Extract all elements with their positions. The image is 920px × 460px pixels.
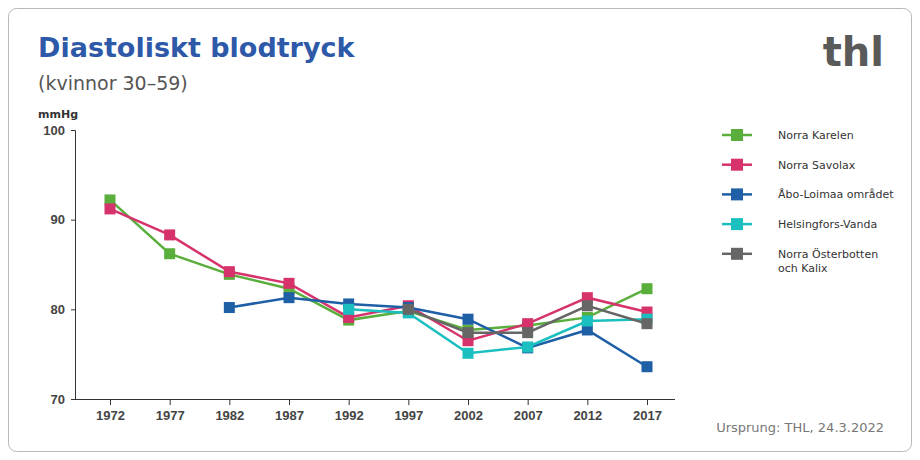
x-tick-label: 1987 [275,408,304,423]
x-tick-label: 2002 [454,408,483,423]
y-tick-label: 90 [51,212,65,227]
series-line [110,209,647,341]
marker [224,266,235,277]
legend-item: Helsingfors-Vanda [722,218,877,231]
y-tick-mark [71,130,75,131]
x-tick: 2012 [573,399,602,423]
x-tick: 1982 [215,399,244,423]
subtitle: (kvinnor 30–59) [38,72,188,94]
x-tick-mark [647,399,648,405]
y-tick-mark [71,309,75,310]
legend-label: Norra Savolax [778,159,856,172]
y-axis-line [71,131,76,400]
marker [105,203,116,214]
marker [463,327,474,338]
y-tick: 70 [51,392,75,407]
x-tick: 1977 [156,399,185,423]
x-tick-mark [528,399,529,405]
marker [642,361,653,372]
x-axis-line [75,399,675,400]
y-axis-title: mmHg [38,108,78,121]
title: Diastoliskt blodtryck [38,32,356,63]
x-tick: 1997 [394,399,423,423]
x-tick-mark [349,399,350,405]
x-tick: 1972 [96,399,125,423]
x-tick-label: 1972 [96,408,125,423]
legend-label: Helsingfors-Vanda [778,218,877,231]
marker [343,304,354,315]
legend-item: Norra Karelen [722,129,854,142]
series [343,304,652,359]
x-tick-mark [229,399,230,405]
marker [284,278,295,289]
source: Ursprung: THL, 24.3.2022 [716,420,884,435]
x-tick: 1992 [335,399,364,423]
plot-area [105,194,653,372]
marker [164,248,175,259]
logo: thl [823,29,884,75]
series [403,300,653,338]
marker [164,229,175,240]
marker [224,302,235,313]
y-axis: 70 80 90 100 [43,123,75,407]
y-tick-label: 70 [51,392,65,407]
legend: Norra Karelen Norra Savolax Åbo-Loimaa omr… [722,129,894,275]
x-axis: 1972 1977 1982 1987 1992 1997 2002 2007 2012 2017 [75,399,675,423]
x-tick-label: 1977 [156,408,185,423]
series-line [349,309,647,353]
marker [463,348,474,359]
y-tick-mark [71,399,75,400]
x-tick-label: 2017 [633,408,662,423]
series [105,203,653,346]
legend-item: Norra Österbottenoch Kalix [722,248,878,275]
x-tick: 2007 [514,399,543,423]
x-tick: 2017 [633,399,662,423]
marker [522,342,533,353]
legend-item: Åbo-Loimaa området [722,188,894,201]
marker [284,292,295,303]
x-tick-label: 2007 [514,408,543,423]
chart: Diastoliskt blodtryck (kvinnor 30–59) thl U… [0,0,920,460]
series [224,292,653,372]
x-tick-mark [408,399,409,405]
legend-label: Norra Österbottenoch Kalix [778,248,878,275]
frame [9,9,912,452]
x-tick-mark [587,399,588,405]
series [105,194,653,335]
y-tick-label: 100 [43,123,65,138]
legend-marker [731,218,743,230]
marker [403,304,414,315]
x-tick-mark [170,399,171,405]
marker [522,327,533,338]
marker [582,315,593,326]
series-line [229,298,647,367]
legend-marker [731,188,743,200]
legend-label: Åbo-Loimaa området [778,188,894,201]
marker [463,314,474,325]
marker [642,283,653,294]
x-tick-mark [289,399,290,405]
x-tick: 2002 [454,399,483,423]
legend-item: Norra Savolax [722,159,856,172]
x-tick-label: 1982 [215,408,244,423]
marker [522,341,533,352]
legend-marker [731,129,743,141]
y-tick: 80 [51,302,75,317]
legend-marker [731,248,743,260]
x-tick-mark [110,399,111,405]
legend-marker [731,159,743,171]
x-tick-label: 1992 [335,408,364,423]
y-tick: 90 [51,212,75,227]
marker [642,318,653,329]
x-tick-label: 2012 [573,408,602,423]
marker [582,300,593,311]
x-tick-label: 1997 [394,408,423,423]
y-tick-label: 80 [51,302,65,317]
x-tick: 1987 [275,399,304,423]
y-tick: 100 [43,123,75,138]
legend-label: Norra Karelen [778,129,854,142]
x-tick-mark [468,399,469,405]
y-tick-mark [71,220,75,221]
